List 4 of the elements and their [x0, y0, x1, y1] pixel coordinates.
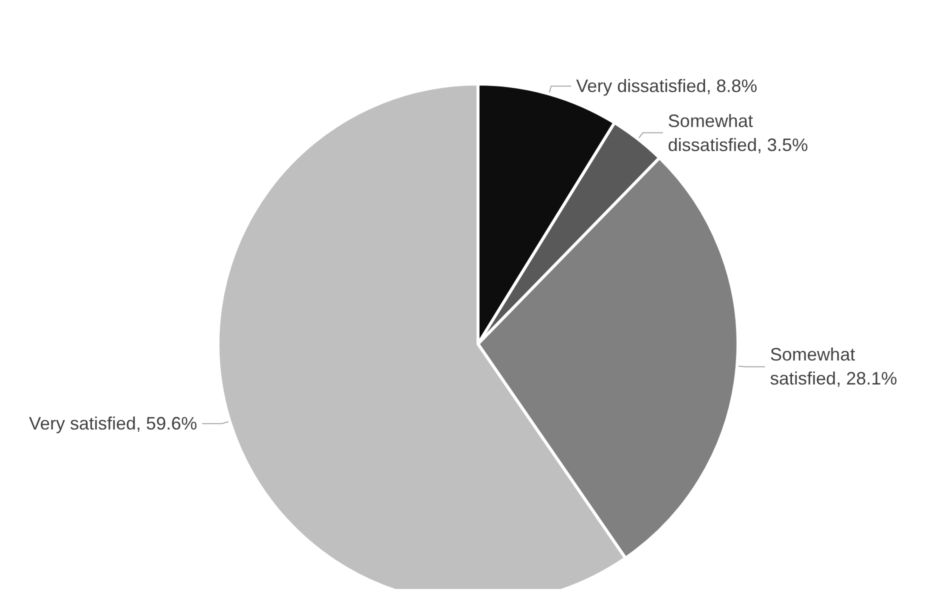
slice-label: Somewhat dissatisfied, 3.5% — [668, 110, 808, 155]
slice-label: Very dissatisfied, 8.8% — [576, 76, 758, 96]
slice-label: Somewhat satisfied, 28.1% — [770, 344, 898, 389]
slice-label: Very satisfied, 59.6% — [29, 414, 198, 434]
